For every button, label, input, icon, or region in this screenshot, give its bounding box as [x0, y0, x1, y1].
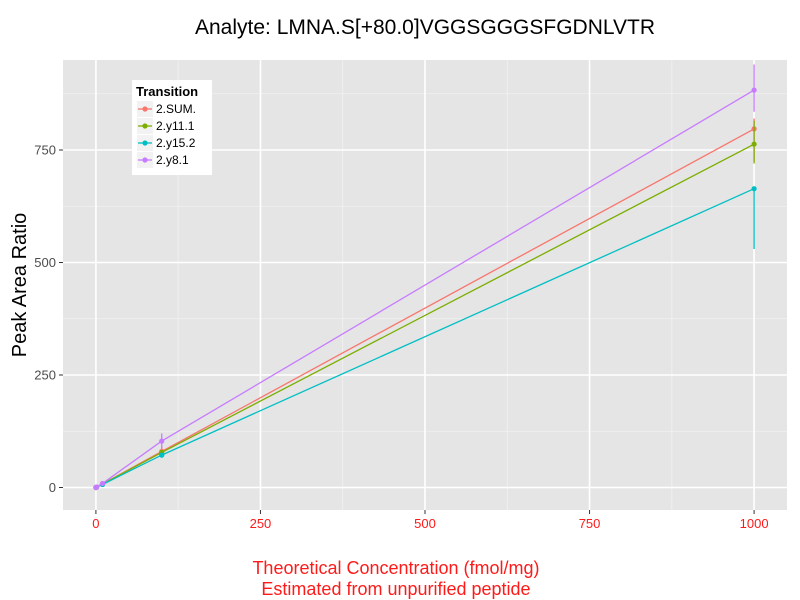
legend-title: Transition [136, 84, 198, 99]
legend-item: 2.SUM. [137, 101, 196, 117]
series-2-y8-1 [93, 64, 757, 491]
y-axis-label: Peak Area Ratio [9, 213, 31, 358]
data-point [93, 484, 100, 490]
legend-item: 2.y15.2 [137, 135, 196, 151]
legend-items: 2.SUM. 2.y11.1 2.y15.2 2.y8.1 [137, 101, 196, 168]
legend-item: 2.y11.1 [137, 118, 195, 134]
legend: Transition 2.SUM. 2.y11.1 2.y15.2 2.y8.1 [132, 80, 212, 175]
y-tick-label: 250 [34, 368, 56, 383]
legend-key-point [142, 123, 148, 129]
legend-key-point [142, 140, 148, 146]
data-point [159, 452, 165, 458]
legend-key-point [142, 157, 148, 163]
legend-label: 2.SUM. [156, 102, 196, 116]
y-tick-label: 750 [34, 143, 56, 158]
x-axis: 0 250 500 750 1000 [92, 510, 769, 531]
x-tick-label: 1000 [740, 516, 769, 531]
legend-label: 2.y11.1 [156, 119, 195, 133]
data-point [751, 186, 757, 192]
legend-label: 2.y15.2 [156, 136, 196, 150]
x-axis-label-line2: Estimated from unpurified peptide [261, 579, 530, 599]
x-axis-label-line1: Theoretical Concentration (fmol/mg) [252, 558, 539, 578]
legend-item: 2.y8.1 [137, 152, 189, 168]
data-point [159, 438, 165, 444]
data-point [99, 480, 106, 487]
y-tick-label: 500 [34, 255, 56, 270]
x-tick-label: 0 [92, 516, 99, 531]
data-point [751, 141, 757, 147]
chart-title: Analyte: LMNA.S[+80.0]VGGSGGGSFGDNLVTR [195, 16, 655, 39]
y-tick-label: 0 [49, 480, 56, 495]
legend-key-point [142, 106, 148, 112]
x-tick-label: 250 [250, 516, 272, 531]
data-point [751, 87, 757, 93]
x-tick-label: 750 [579, 516, 601, 531]
series-layer [93, 64, 757, 491]
x-tick-label: 500 [414, 516, 436, 531]
legend-label: 2.y8.1 [156, 153, 189, 167]
y-axis: 0 250 500 750 [34, 143, 63, 495]
